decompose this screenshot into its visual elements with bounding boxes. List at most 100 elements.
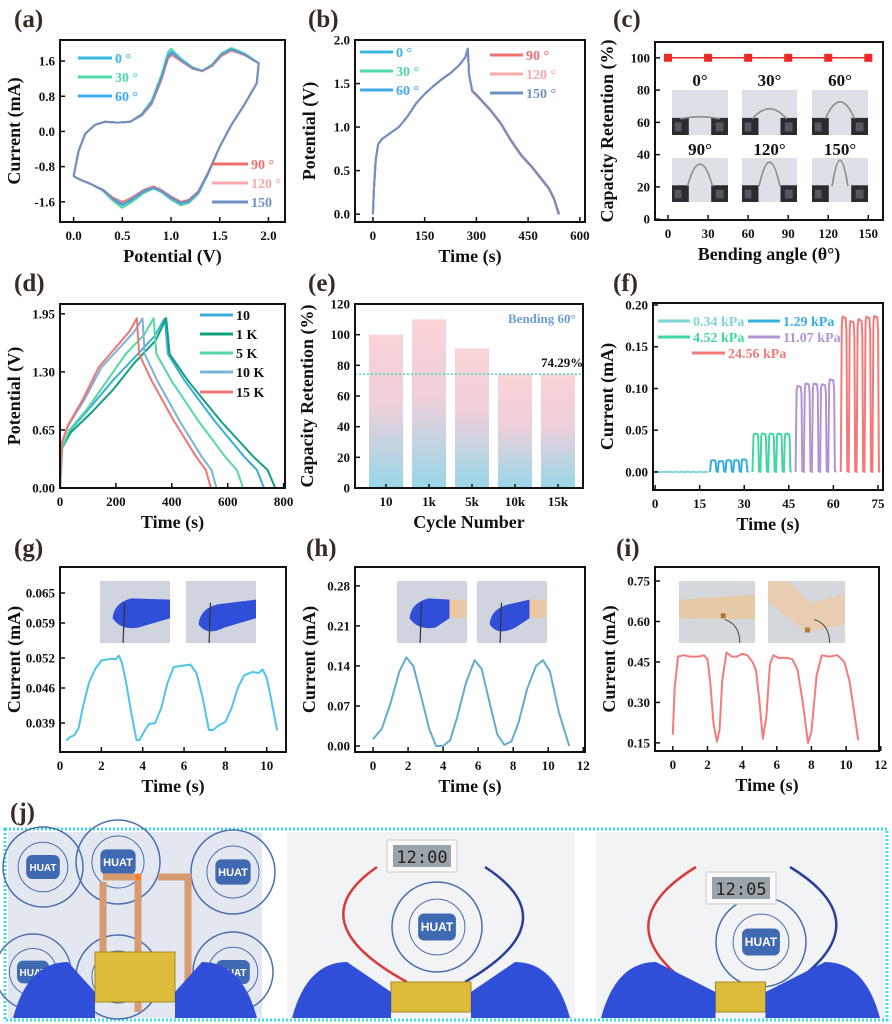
bar-15k [541, 374, 575, 488]
y-axis-title: Current (mA) [4, 606, 25, 713]
x-tick-label: 0 [665, 226, 672, 241]
data-point-marker [744, 53, 753, 62]
series-line-150 [72, 48, 260, 205]
supercapacitor-device [715, 981, 766, 1013]
x-tick-label: 0 [57, 494, 64, 509]
series-line-150 [371, 47, 561, 215]
series-line [372, 656, 571, 747]
y-tick-label: 120 [331, 297, 351, 312]
x-tick-label: 1.5 [212, 228, 229, 243]
data-point-marker [704, 53, 713, 62]
y-axis-title: Current (mA) [299, 606, 320, 713]
x-tick-label: 5k [465, 494, 480, 509]
panel-h: (h) 0 2 4 6 8 10 12 0.00 0.07 0.14 0.21 0.28 Time (s)… [299, 535, 590, 797]
x-tick-label: 90 [782, 226, 795, 241]
series-line-4.52kPa [751, 432, 793, 473]
supercapacitor-device [390, 981, 472, 1013]
y-tick-label: 0.20 [625, 298, 648, 313]
glove [601, 962, 716, 1018]
logo-text: HUAT [745, 935, 778, 949]
panel-label: (a) [14, 6, 43, 33]
panel-g: (g) 0 2 4 6 8 10 0.039 0.046 0.052 0.059 0.065 Time … [4, 535, 287, 797]
x-tick-label: 8 [808, 757, 815, 772]
x-axis-title: Time (s) [438, 246, 501, 267]
x-axis-title: Potential (V) [123, 246, 221, 267]
y-tick-label: 1.30 [32, 364, 55, 379]
x-tick-label: 0 [370, 758, 377, 773]
x-tick-label: 1k [422, 494, 437, 509]
inset-photo [812, 158, 868, 202]
series-line-1.29kPa [709, 458, 750, 473]
plot-frame [652, 302, 884, 491]
x-tick-label: 60 [827, 496, 840, 511]
x-tick-label: 15 [693, 496, 707, 511]
legend-label: 90 ° [526, 49, 549, 64]
legend: 10 1 K 5 K 10 K 15 K [200, 309, 265, 401]
y-tick-label: 0.45 [627, 654, 650, 669]
legend-label: 30 ° [115, 71, 138, 86]
y-tick-label: 0.0 [334, 207, 350, 222]
x-axis-title: Time (s) [438, 776, 501, 797]
x-tick-label: 150 [859, 226, 879, 241]
x-tick-label: 800 [274, 494, 294, 509]
legend-label: 4.52 kPa [693, 331, 744, 346]
legend-label: 60 ° [115, 90, 138, 105]
legend-label: 1 K [236, 328, 258, 343]
y-tick-label: 20 [637, 179, 650, 194]
y-tick-label: 0 [644, 212, 651, 227]
x-tick-label: 200 [106, 494, 126, 509]
legend-label: 1.29 kPa [783, 315, 834, 330]
legend-label: 90 ° [251, 158, 274, 173]
x-tick-label: 0 [670, 757, 677, 772]
legend-label: 24.56 kPa [728, 347, 786, 362]
legend-label: 150 ° [526, 87, 556, 102]
y-tick-label: -1.6 [34, 194, 55, 209]
legend-label: 15 K [236, 386, 265, 401]
inset-label: 150° [824, 140, 856, 159]
logo-seal [391, 881, 483, 973]
legend-label: 0 ° [115, 52, 131, 67]
plot-area [371, 47, 561, 215]
y-tick-label: 2.0 [334, 33, 350, 48]
panel-j-border [3, 827, 889, 1022]
y-tick-label: 0.60 [627, 614, 650, 629]
x-tick-label: 120 [819, 226, 839, 241]
logo-text: HUAT [29, 863, 56, 874]
plot-frame [354, 39, 586, 223]
x-tick-label: 2 [405, 758, 412, 773]
y-tick-label: 0.065 [26, 586, 56, 601]
plot-area [671, 651, 860, 744]
y-tick-label: 0.046 [26, 681, 56, 696]
series-line-15K [60, 317, 212, 488]
plot-area [60, 317, 277, 488]
plot-frame [654, 566, 880, 752]
x-tick-label: 4 [440, 758, 447, 773]
glove [292, 962, 391, 1018]
y-tick-label: 0.14 [327, 658, 350, 673]
x-tick-label: 2 [98, 758, 105, 773]
y-tick-label: 80 [337, 358, 350, 373]
x-tick-label: 6 [181, 758, 188, 773]
legend-label: 0.34 kPa [693, 315, 744, 330]
series-line-5K [60, 317, 245, 488]
x-tick-label: 30 [702, 226, 715, 241]
y-axis-title: Potential (V) [4, 347, 25, 445]
y-axis-title: Current (mA) [599, 605, 620, 712]
inset-label: 0° [692, 71, 707, 90]
y-tick-label: 0.30 [627, 695, 650, 710]
panel-d: (d) 0 200 400 600 800 0.00 0.65 1.30 1.95 Time (s)… [4, 270, 293, 533]
panel-label: (g) [14, 535, 43, 562]
logo-text: HUAT [218, 867, 248, 879]
inset-photo [397, 581, 467, 644]
y-tick-label: 80 [637, 83, 650, 98]
plot-frame [59, 39, 286, 223]
x-tick-label: 10 [260, 758, 273, 773]
clock-display: 12:05 [715, 880, 766, 900]
y-tick-label: 40 [337, 419, 350, 434]
y-tick-label: 0.07 [327, 698, 350, 713]
x-tick-label: 8 [510, 758, 517, 773]
x-tick-label: 45 [782, 496, 796, 511]
series-line [671, 651, 860, 744]
x-tick-label: 0 [652, 496, 659, 511]
inset-label: 90° [688, 140, 712, 159]
